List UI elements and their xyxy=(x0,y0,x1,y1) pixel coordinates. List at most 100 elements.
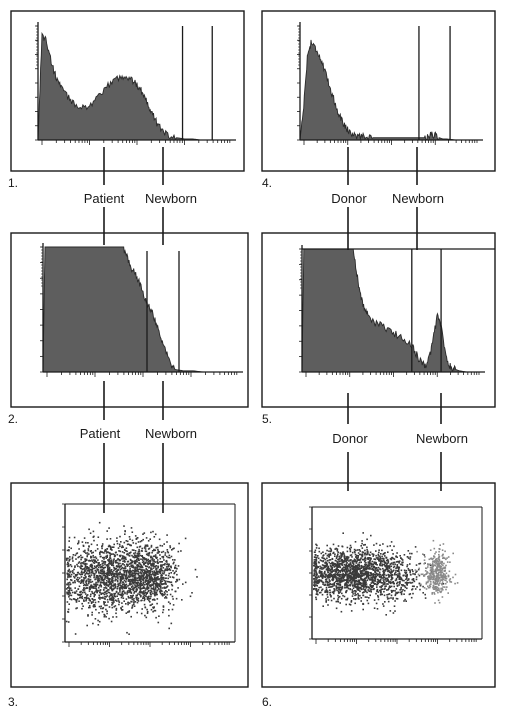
scatter-point xyxy=(364,585,367,588)
scatter-point xyxy=(335,577,337,580)
scatter-point xyxy=(361,566,363,568)
scatter-point xyxy=(319,565,321,568)
scatter-point xyxy=(340,560,343,562)
scatter-point xyxy=(84,559,87,562)
scatter-point xyxy=(379,555,381,557)
scatter-point xyxy=(362,603,364,605)
scatter-point xyxy=(114,592,117,595)
scatter-point xyxy=(98,574,101,577)
scatter-point xyxy=(355,571,357,573)
scatter-point xyxy=(81,595,83,598)
scatter-point xyxy=(163,559,165,561)
scatter-point xyxy=(99,574,102,577)
scatter-point xyxy=(88,545,90,547)
scatter-point xyxy=(424,597,427,599)
scatter-point xyxy=(89,532,92,534)
scatter-point xyxy=(435,577,438,579)
scatter-point xyxy=(131,601,133,603)
scatter-point xyxy=(88,570,91,573)
scatter-point xyxy=(70,589,73,592)
scatter-point xyxy=(396,592,398,595)
scatter-point xyxy=(382,543,384,545)
scatter-point xyxy=(103,574,105,576)
scatter-point xyxy=(350,565,353,568)
scatter-point xyxy=(132,578,134,580)
scatter-point xyxy=(450,581,453,583)
panel-6-frame xyxy=(261,482,496,688)
scatter-point xyxy=(121,595,124,597)
scatter-point xyxy=(342,580,344,582)
scatter-point xyxy=(131,607,133,609)
scatter-point xyxy=(112,596,115,599)
scatter-point xyxy=(161,592,164,595)
scatter-point xyxy=(81,602,83,605)
scatter-point xyxy=(81,561,83,564)
scatter-point xyxy=(332,569,334,572)
scatter-point xyxy=(80,580,82,582)
scatter-point xyxy=(86,552,89,554)
scatter-point xyxy=(163,543,165,545)
scatter-point xyxy=(139,585,141,587)
scatter-point xyxy=(383,575,385,578)
scatter-point xyxy=(341,545,343,548)
scatter-point xyxy=(396,560,399,563)
scatter-point xyxy=(99,564,101,566)
scatter-point xyxy=(170,583,173,586)
scatter-point xyxy=(125,540,128,542)
scatter-point xyxy=(432,581,435,584)
scatter-point xyxy=(123,541,126,544)
scatter-point xyxy=(326,590,329,592)
scatter-point xyxy=(375,576,378,578)
scatter-point xyxy=(388,593,391,595)
scatter-point xyxy=(445,588,447,591)
scatter-point xyxy=(365,566,367,568)
scatter-point xyxy=(103,571,106,573)
scatter-point xyxy=(332,551,335,554)
scatter-point xyxy=(438,564,441,566)
scatter-point xyxy=(115,568,117,570)
scatter-point xyxy=(126,543,129,546)
scatter-point xyxy=(377,568,379,571)
scatter-point xyxy=(369,560,371,562)
scatter-point xyxy=(326,549,328,552)
scatter-point xyxy=(320,552,323,555)
scatter-point xyxy=(348,560,350,562)
scatter-point xyxy=(158,615,160,617)
scatter-point xyxy=(438,601,441,604)
scatter-point xyxy=(114,587,117,589)
scatter-point xyxy=(329,589,331,591)
scatter-point xyxy=(377,573,380,576)
scatter-point xyxy=(137,576,140,579)
scatter-point xyxy=(149,573,151,575)
scatter-point xyxy=(410,596,413,599)
scatter-point xyxy=(128,583,131,585)
scatter-point xyxy=(408,569,410,571)
scatter-point xyxy=(129,571,131,574)
scatter-point xyxy=(124,560,126,563)
scatter-point xyxy=(112,546,115,548)
scatter-point xyxy=(335,568,338,570)
scatter-point xyxy=(96,565,99,567)
scatter-point xyxy=(137,586,140,589)
scatter-point xyxy=(68,540,70,542)
scatter-point xyxy=(72,570,74,572)
scatter-point xyxy=(83,537,86,539)
scatter-point xyxy=(151,570,154,573)
scatter-point xyxy=(377,555,380,557)
scatter-point xyxy=(427,566,429,568)
scatter-point xyxy=(100,597,102,599)
scatter-point xyxy=(315,559,318,562)
scatter-point xyxy=(411,552,413,555)
scatter-point xyxy=(359,586,361,589)
scatter-point xyxy=(136,556,138,558)
scatter-point xyxy=(400,577,403,580)
scatter-point xyxy=(141,566,143,568)
scatter-point xyxy=(76,576,79,579)
scatter-point xyxy=(435,558,437,561)
scatter-point xyxy=(141,561,144,564)
scatter-point xyxy=(435,551,437,553)
scatter-point xyxy=(94,556,97,558)
scatter-point xyxy=(68,568,70,571)
scatter-point xyxy=(80,573,82,576)
scatter-point xyxy=(113,573,115,576)
